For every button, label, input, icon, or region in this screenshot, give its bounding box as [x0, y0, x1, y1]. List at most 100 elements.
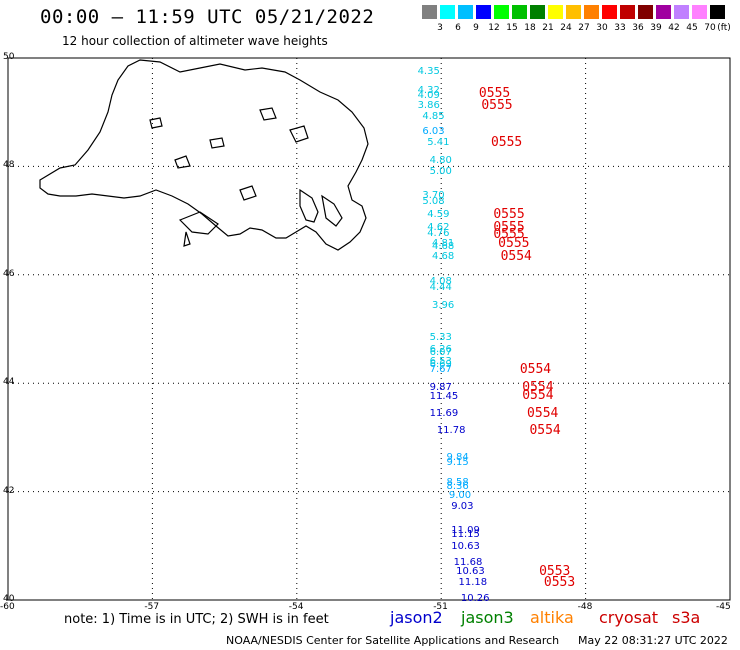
wave-height-value: 4.32: [417, 84, 440, 96]
wave-height-value: 4.68: [432, 240, 455, 252]
footer-note: note: 1) Time is in UTC; 2) SWH is in fe…: [64, 612, 329, 627]
color-swatch: [476, 5, 491, 19]
satellite-legend-cryosat: cryosat: [599, 608, 659, 627]
footer-credit: NOAA/NESDIS Center for Satellite Applica…: [226, 634, 560, 647]
wave-height-value: 5.41: [427, 136, 450, 148]
wave-height-value: 9.00: [448, 489, 472, 501]
wave-height-value: 4.80: [429, 154, 452, 166]
color-swatch: [494, 5, 509, 19]
chart-title: 00:00 – 11:59 UTC 05/21/2022: [40, 6, 375, 28]
wave-height-value: 6.69: [429, 358, 452, 370]
wave-height-value: 9.87: [429, 381, 452, 393]
latitude-label: 48: [3, 160, 15, 171]
pass-time-label: 0555: [498, 236, 530, 252]
color-swatch: [620, 5, 635, 19]
wave-height-value: 4.44: [429, 281, 452, 293]
longitude-label: -60: [0, 602, 15, 612]
wave-height-value: 4.35: [417, 66, 440, 78]
satellite-legend-s3a: s3a: [672, 608, 701, 627]
wave-height-value: 4.76: [427, 227, 450, 239]
color-scale-unit: (ft): [717, 23, 731, 33]
color-scale-label: 15: [506, 23, 518, 33]
wave-height-value: 10.63: [456, 565, 485, 577]
color-swatch: [422, 5, 437, 19]
longitude-label: -57: [144, 602, 160, 612]
pass-time-label: 0554: [527, 405, 559, 421]
color-swatch: [584, 5, 599, 19]
color-swatch: [710, 5, 725, 19]
latitude-label: 40: [3, 594, 15, 604]
latitude-label: 42: [3, 485, 15, 496]
color-scale-label: 39: [650, 23, 662, 33]
pass-time-label: 0554: [522, 388, 554, 404]
wave-height-value: 6.07: [429, 346, 452, 358]
wave-height-value: 11.15: [451, 528, 480, 540]
wave-height-value: 8.36: [446, 481, 469, 493]
wave-height-value: 3.86: [417, 99, 440, 111]
pass-time-label: 0553: [539, 563, 571, 579]
graticule: [8, 58, 730, 600]
chart-subtitle: 12 hour collection of altimeter wave hei…: [62, 34, 328, 48]
wave-height-value: 5.33: [429, 331, 452, 343]
wave-height-value: 11.69: [429, 407, 459, 419]
wave-height-value: 9.84: [446, 451, 469, 463]
color-swatch: [602, 5, 617, 19]
wave-height-value: 9.15: [446, 457, 469, 469]
wave-height-value: 4.59: [427, 209, 450, 221]
wave-height-value: 11.09: [451, 524, 480, 536]
longitude-label: -48: [577, 602, 593, 612]
color-scale-label: 18: [524, 23, 536, 33]
color-scale-label: 24: [560, 23, 572, 33]
longitude-label: -51: [433, 602, 448, 612]
pass-time-label: 0554: [500, 249, 532, 265]
color-scale-label: 6: [455, 23, 461, 33]
color-swatch: [530, 5, 545, 19]
wave-height-value: 5.08: [422, 196, 445, 208]
color-scale-label: 27: [578, 23, 590, 33]
footer-timestamp: May 22 08:31:27 UTC 2022: [578, 634, 728, 647]
wave-height-value: 11.78: [436, 424, 466, 436]
pass-time-label: 0555: [478, 85, 511, 101]
latitude-label: 46: [3, 268, 15, 279]
pass-time-label: 0555: [490, 134, 523, 150]
wave-height-value: 4.08: [429, 276, 452, 288]
color-scale-label: 12: [488, 23, 500, 33]
color-scale-label: 9: [473, 23, 479, 33]
satellite-legend-jason3: jason3: [461, 608, 514, 627]
color-swatch: [638, 5, 653, 19]
wave-height-value: 4.81: [432, 238, 455, 250]
pass-time-label: 0554: [519, 362, 552, 378]
color-scale-label: 3: [437, 23, 443, 33]
wave-height-value: 11.68: [453, 557, 483, 569]
color-scale-label: 36: [632, 23, 644, 33]
color-scale-label: 21: [542, 23, 554, 33]
pass-time-label: 0555: [481, 97, 513, 113]
wave-height-value: 4.62: [427, 222, 450, 234]
map-frame: [7, 57, 731, 601]
wave-height-value: 4.09: [417, 89, 440, 101]
color-swatch: [656, 5, 671, 19]
wave-height-value: 11.45: [429, 391, 459, 403]
pass-time-label: 0554: [522, 379, 554, 395]
longitude-label: -54: [288, 602, 304, 612]
pass-time-label: 0555: [493, 226, 525, 242]
pass-time-label: 0554: [529, 422, 561, 438]
wave-height-value: 3.96: [432, 300, 455, 312]
wave-height-value: 4.68: [432, 251, 455, 263]
color-swatch: [458, 5, 473, 19]
wave-height-value: 8.58: [446, 476, 469, 488]
color-scale-label: 45: [686, 23, 698, 33]
wave-height-value: 11.18: [458, 576, 488, 588]
color-scale-label: 42: [668, 23, 680, 33]
pass-time-label: 0555: [493, 220, 525, 236]
color-swatch: [548, 5, 563, 19]
wave-height-value: 6.03: [422, 125, 445, 137]
color-swatch: [674, 5, 689, 19]
wave-height-value: 9.03: [451, 500, 474, 512]
wave-height-value: 6.53: [429, 355, 452, 367]
newfoundland-coastline: [39, 59, 369, 251]
wave-height-value: 6.26: [429, 343, 452, 355]
latitude-label: 44: [3, 377, 15, 388]
wave-height-value: 10.63: [451, 540, 480, 552]
